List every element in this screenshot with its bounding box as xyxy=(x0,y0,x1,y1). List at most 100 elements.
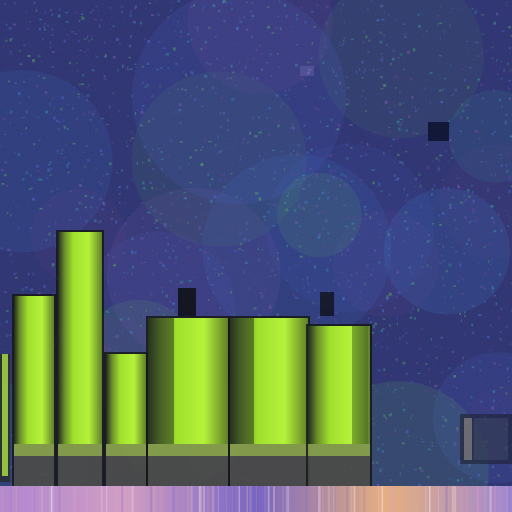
strip-streak xyxy=(382,486,383,512)
strip-streak xyxy=(249,486,251,512)
metal-bond-pad xyxy=(306,324,372,486)
strip-streak xyxy=(246,486,248,512)
strip-streak xyxy=(34,486,35,512)
strip-streak xyxy=(218,486,219,512)
strip-streak xyxy=(41,486,43,512)
strip-streak xyxy=(391,486,392,512)
strip-streak xyxy=(101,486,103,512)
strip-streak xyxy=(425,486,426,512)
bottom-metal-strip xyxy=(0,486,512,512)
strip-streak xyxy=(508,486,510,512)
strip-streak xyxy=(211,486,212,512)
strip-streak xyxy=(316,486,317,512)
strip-streak xyxy=(454,486,455,512)
strip-streak xyxy=(94,486,95,512)
strip-streak xyxy=(92,486,93,512)
strip-streak xyxy=(191,486,193,512)
strip-streak xyxy=(236,486,237,512)
strip-streak xyxy=(322,486,323,512)
strip-streak xyxy=(347,486,349,512)
strip-streak xyxy=(507,486,509,512)
strip-streak xyxy=(288,486,289,512)
strip-streak xyxy=(97,486,98,512)
strip-streak xyxy=(226,486,227,512)
metal-bond-pad xyxy=(12,294,56,486)
strip-streak xyxy=(305,486,307,512)
strip-streak xyxy=(89,486,90,512)
right-structure xyxy=(460,414,512,464)
metal-bond-pad xyxy=(146,316,230,486)
strip-streak xyxy=(273,486,275,512)
strip-streak xyxy=(417,486,418,512)
strip-streak xyxy=(173,486,175,512)
strip-streak xyxy=(116,486,117,512)
strip-streak xyxy=(459,486,460,512)
metal-bond-pad xyxy=(56,230,104,486)
strip-streak xyxy=(364,486,366,512)
strip-streak xyxy=(49,486,50,512)
strip-streak xyxy=(150,486,152,512)
strip-streak xyxy=(351,486,352,512)
strip-streak xyxy=(354,486,356,512)
strip-streak xyxy=(1,486,2,512)
strip-streak xyxy=(383,486,385,512)
strip-streak xyxy=(121,486,123,512)
strip-streak xyxy=(357,486,358,512)
strip-streak xyxy=(377,486,379,512)
strip-streak xyxy=(477,486,478,512)
strip-streak xyxy=(446,486,448,512)
strip-streak xyxy=(207,486,208,512)
strip-streak xyxy=(402,486,403,512)
strip-streak xyxy=(438,486,439,512)
strip-streak xyxy=(466,486,468,512)
strip-streak xyxy=(16,486,17,512)
strip-streak xyxy=(72,486,73,512)
strip-streak xyxy=(183,486,184,512)
strip-streak xyxy=(7,486,8,512)
metal-bond-pad xyxy=(0,354,10,482)
strip-streak xyxy=(219,486,221,512)
strip-streak xyxy=(371,486,373,512)
strip-streak xyxy=(190,486,191,512)
strip-streak xyxy=(429,486,430,512)
metal-bond-pad xyxy=(228,316,310,486)
strip-streak xyxy=(199,486,201,512)
strip-streak xyxy=(334,486,336,512)
strip-streak xyxy=(185,486,186,512)
strip-streak xyxy=(124,486,126,512)
strip-streak xyxy=(13,486,14,512)
strip-streak xyxy=(282,486,284,512)
strip-streak xyxy=(203,486,205,512)
strip-streak xyxy=(462,486,463,512)
strip-streak xyxy=(269,486,271,512)
strip-streak xyxy=(209,486,211,512)
strip-streak xyxy=(499,486,500,512)
strip-streak xyxy=(290,486,292,512)
strip-streak xyxy=(74,486,76,512)
strip-streak xyxy=(494,486,496,512)
strip-streak xyxy=(11,486,12,512)
strip-streak xyxy=(232,486,233,512)
strip-streak xyxy=(490,486,492,512)
strip-streak xyxy=(485,486,486,512)
strip-streak xyxy=(51,486,53,512)
pad-tab xyxy=(178,288,196,316)
strip-streak xyxy=(411,486,413,512)
strip-streak xyxy=(263,486,265,512)
strip-streak xyxy=(58,486,60,512)
strip-streak xyxy=(131,486,133,512)
strip-streak xyxy=(278,486,279,512)
faint-highlight xyxy=(300,66,314,76)
strip-streak xyxy=(212,486,213,512)
strip-streak xyxy=(256,486,257,512)
strip-streak xyxy=(39,486,40,512)
strip-streak xyxy=(106,486,107,512)
strip-streak xyxy=(329,486,330,512)
strip-streak xyxy=(52,486,54,512)
strip-streak xyxy=(188,486,189,512)
strip-streak xyxy=(465,486,466,512)
metal-bond-pad xyxy=(104,352,148,486)
dark-square-mark xyxy=(428,122,449,141)
